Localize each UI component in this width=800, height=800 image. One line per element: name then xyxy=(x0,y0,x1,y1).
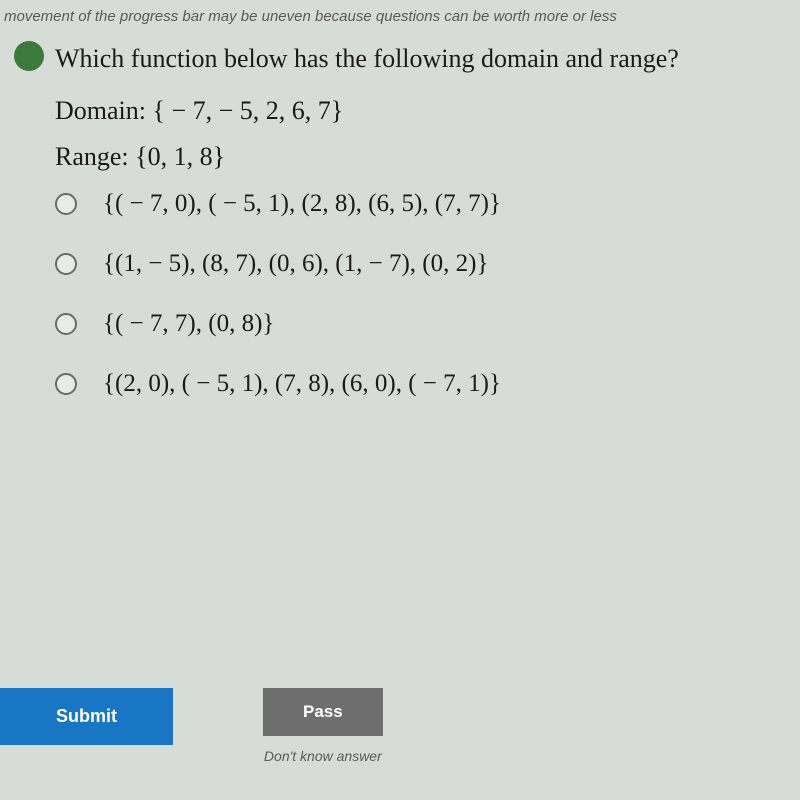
option-label: {(2, 0), ( − 5, 1), (7, 8), (6, 0), ( − … xyxy=(103,370,501,398)
option-label: {(1, − 5), (8, 7), (0, 6), (1, − 7), (0,… xyxy=(103,250,488,278)
radio-icon[interactable] xyxy=(55,373,77,395)
options-list: {( − 7, 0), ( − 5, 1), (2, 8), (6, 5), (… xyxy=(55,190,780,398)
submit-button[interactable]: Submit xyxy=(0,688,173,745)
option-row[interactable]: {(2, 0), ( − 5, 1), (7, 8), (6, 0), ( − … xyxy=(55,370,780,398)
pass-button[interactable]: Pass xyxy=(263,688,383,736)
pass-wrap: Pass Don't know answer xyxy=(263,688,383,764)
question-marker-icon xyxy=(14,41,44,71)
domain-text: Domain: { − 7, − 5, 2, 6, 7} xyxy=(55,96,780,126)
option-row[interactable]: {( − 7, 7), (0, 8)} xyxy=(55,310,780,338)
radio-icon[interactable] xyxy=(55,253,77,275)
radio-icon[interactable] xyxy=(55,313,77,335)
range-text: Range: {0, 1, 8} xyxy=(55,142,780,172)
radio-icon[interactable] xyxy=(55,193,77,215)
option-row[interactable]: {(1, − 5), (8, 7), (0, 6), (1, − 7), (0,… xyxy=(55,250,780,278)
progress-note: movement of the progress bar may be unev… xyxy=(0,0,800,33)
option-row[interactable]: {( − 7, 0), ( − 5, 1), (2, 8), (6, 5), (… xyxy=(55,190,780,218)
question-text: Which function below has the following d… xyxy=(55,39,780,78)
option-label: {( − 7, 0), ( − 5, 1), (2, 8), (6, 5), (… xyxy=(103,190,501,218)
pass-note: Don't know answer xyxy=(264,748,382,764)
question-block: Which function below has the following d… xyxy=(0,33,800,398)
button-row: Submit Pass Don't know answer xyxy=(0,688,383,764)
option-label: {( − 7, 7), (0, 8)} xyxy=(103,310,274,338)
